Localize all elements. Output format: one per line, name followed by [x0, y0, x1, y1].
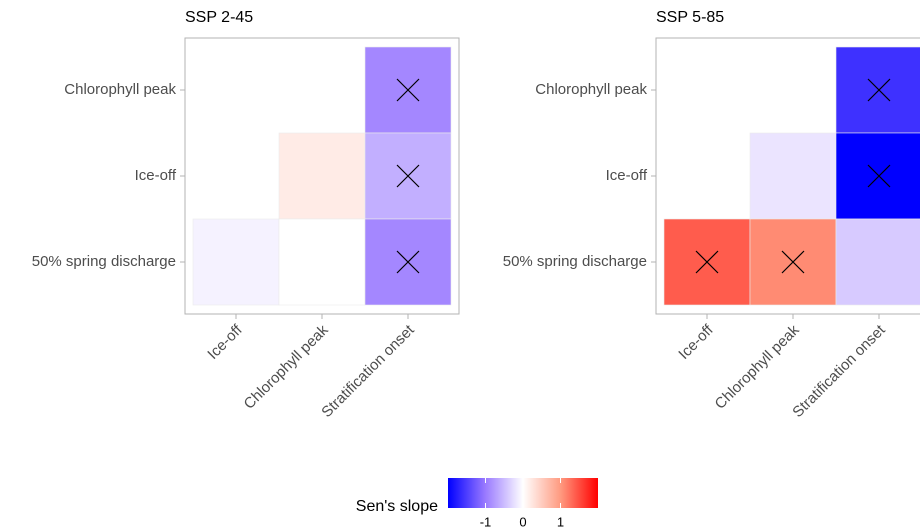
- heatmap-cell: [749, 132, 837, 220]
- significance-cross: [396, 164, 420, 188]
- significance-cross: [867, 164, 891, 188]
- x-tick-label: Ice-off: [204, 321, 246, 363]
- legend-tick-label: -1: [480, 514, 492, 529]
- heatmap-cell: [278, 132, 366, 220]
- heatmap-cell: [835, 46, 920, 134]
- x-tick-label: Chlorophyll peak: [241, 321, 332, 412]
- significance-cross: [396, 78, 420, 102]
- legend-tick-label: 1: [557, 514, 564, 529]
- y-tick-label: 50% spring discharge: [32, 253, 176, 270]
- significance-cross: [695, 250, 719, 274]
- x-tick-label: Stratification onset: [318, 321, 418, 421]
- panel-title: SSP 5-85: [656, 9, 724, 26]
- y-tick-label: 50% spring discharge: [503, 253, 647, 270]
- legend-title: Sen's slope: [356, 498, 438, 515]
- y-tick-label: Chlorophyll peak: [535, 81, 647, 98]
- significance-cross: [396, 250, 420, 274]
- significance-cross: [867, 78, 891, 102]
- y-tick-label: Ice-off: [606, 167, 648, 184]
- significance-cross: [781, 250, 805, 274]
- heatmap-cell: [278, 218, 366, 306]
- x-tick-label: Chlorophyll peak: [712, 321, 803, 412]
- y-tick-label: Chlorophyll peak: [64, 81, 176, 98]
- y-tick-label: Ice-off: [135, 167, 177, 184]
- x-tick-label: Ice-off: [675, 321, 717, 363]
- heatmap-cell: [192, 218, 280, 306]
- legend-tick-label: 0: [519, 514, 526, 529]
- heatmap-cell: [835, 218, 920, 306]
- panel-title: SSP 2-45: [185, 9, 253, 26]
- x-tick-label: Stratification onset: [789, 321, 889, 421]
- heatmap-cell: [835, 132, 920, 220]
